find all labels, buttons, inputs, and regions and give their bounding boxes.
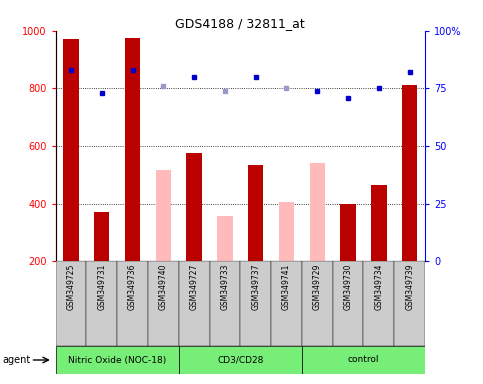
Text: GSM349727: GSM349727 bbox=[190, 264, 199, 310]
Text: GSM349725: GSM349725 bbox=[67, 264, 75, 310]
Text: GSM349740: GSM349740 bbox=[159, 264, 168, 310]
Bar bbox=[279, 202, 294, 261]
Bar bbox=[333, 261, 364, 346]
Bar bbox=[56, 261, 86, 346]
Bar bbox=[310, 163, 325, 261]
Bar bbox=[371, 185, 386, 261]
Bar bbox=[302, 261, 333, 346]
Bar bbox=[56, 346, 179, 374]
Text: GSM349734: GSM349734 bbox=[374, 264, 384, 310]
Text: GSM349729: GSM349729 bbox=[313, 264, 322, 310]
Bar bbox=[210, 261, 240, 346]
Text: GSM349741: GSM349741 bbox=[282, 264, 291, 310]
Bar bbox=[341, 204, 356, 261]
Bar bbox=[86, 261, 117, 346]
Text: GSM349739: GSM349739 bbox=[405, 264, 414, 310]
Bar bbox=[179, 261, 210, 346]
Bar bbox=[302, 346, 425, 374]
Text: agent: agent bbox=[2, 355, 30, 365]
Title: GDS4188 / 32811_at: GDS4188 / 32811_at bbox=[175, 17, 305, 30]
Text: GSM349730: GSM349730 bbox=[343, 264, 353, 310]
Bar bbox=[217, 217, 233, 261]
Text: CD3/CD28: CD3/CD28 bbox=[217, 356, 264, 364]
Bar bbox=[148, 261, 179, 346]
Bar bbox=[394, 261, 425, 346]
Text: GSM349731: GSM349731 bbox=[97, 264, 106, 310]
Bar bbox=[63, 39, 79, 261]
Bar bbox=[248, 165, 263, 261]
Text: Nitric Oxide (NOC-18): Nitric Oxide (NOC-18) bbox=[68, 356, 166, 364]
Bar bbox=[240, 261, 271, 346]
Text: GSM349736: GSM349736 bbox=[128, 264, 137, 310]
Bar bbox=[271, 261, 302, 346]
Bar bbox=[156, 170, 171, 261]
Text: GSM349733: GSM349733 bbox=[220, 264, 229, 310]
Bar bbox=[94, 212, 110, 261]
Text: GSM349737: GSM349737 bbox=[251, 264, 260, 310]
Bar bbox=[402, 85, 417, 261]
Bar bbox=[125, 38, 140, 261]
Bar bbox=[364, 261, 394, 346]
Bar bbox=[117, 261, 148, 346]
Text: control: control bbox=[348, 356, 379, 364]
Bar bbox=[186, 153, 202, 261]
Bar bbox=[179, 346, 302, 374]
